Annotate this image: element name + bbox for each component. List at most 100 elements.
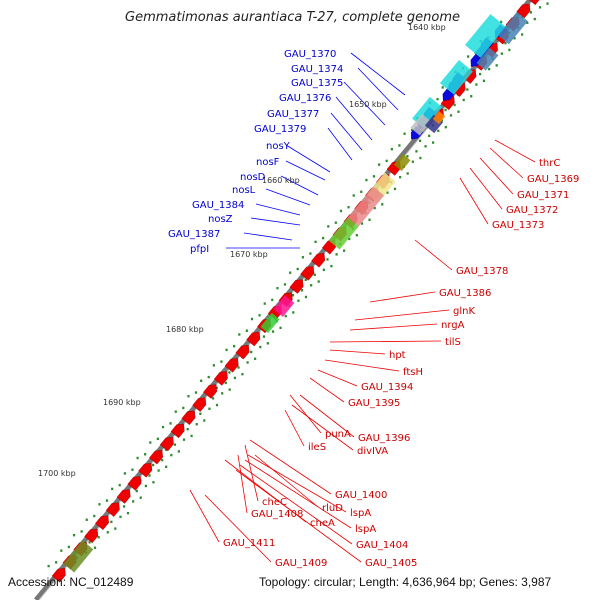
gc-dot bbox=[119, 515, 122, 519]
left-gene-label: GAU_1370 bbox=[284, 49, 336, 60]
forward-gene-arrow-shape bbox=[527, 0, 542, 6]
forward-gene-arrow-shape bbox=[224, 358, 239, 373]
gc-dot bbox=[139, 496, 142, 499]
gc-dot bbox=[462, 98, 465, 102]
left-leader-line bbox=[330, 112, 363, 151]
gc-dot bbox=[304, 278, 307, 282]
gc-dot bbox=[385, 159, 388, 163]
forward-gene-arrow bbox=[138, 463, 153, 478]
right-gene-label: GAU_1408 bbox=[251, 509, 303, 520]
gc-dot bbox=[360, 222, 364, 225]
gc-dot bbox=[289, 271, 292, 274]
gc-dot bbox=[347, 206, 350, 209]
forward-gene-arrow bbox=[289, 279, 304, 294]
gc-dot bbox=[170, 453, 173, 457]
gc-dot bbox=[199, 412, 202, 415]
gc-dot bbox=[233, 376, 236, 380]
left-leader-line bbox=[335, 96, 373, 141]
gene-block-steelblue2 bbox=[476, 47, 499, 71]
gc-dot bbox=[246, 361, 249, 364]
ruler-tick-label: 1680 kbp bbox=[166, 325, 204, 334]
right-leader-line bbox=[349, 323, 438, 331]
gc-dot bbox=[215, 386, 218, 390]
gc-dot bbox=[444, 108, 447, 112]
gc-dot bbox=[301, 256, 304, 259]
gene-block-steelblue-shape bbox=[498, 12, 528, 45]
right-gene-label: GAU_1395 bbox=[348, 398, 400, 409]
right-leader-line bbox=[244, 459, 352, 529]
gc-dot bbox=[393, 187, 397, 191]
gc-dot bbox=[398, 144, 401, 147]
gc-dot bbox=[360, 190, 363, 193]
right-leader-line bbox=[289, 394, 322, 434]
right-leader-line bbox=[254, 454, 319, 508]
gene-block-steelblue bbox=[498, 12, 528, 45]
right-leader-line bbox=[469, 167, 503, 210]
right-leader-line bbox=[237, 454, 248, 514]
gc-dot bbox=[182, 438, 186, 441]
gc-dot bbox=[93, 514, 96, 518]
left-leader-line bbox=[243, 232, 293, 241]
gc-dot bbox=[352, 194, 355, 197]
gc-dot bbox=[300, 289, 304, 292]
gc-dot bbox=[546, 2, 549, 5]
ruler-tick-label: 1660 kbp bbox=[262, 176, 300, 185]
gc-dot bbox=[174, 410, 177, 413]
gc-dot bbox=[207, 375, 210, 379]
gc-dot bbox=[233, 344, 236, 348]
forward-gene-arrow bbox=[127, 476, 142, 491]
gc-dot bbox=[343, 249, 346, 252]
right-gene-label: GAU_1404 bbox=[356, 540, 408, 551]
gc-dot bbox=[373, 206, 376, 210]
gc-dot bbox=[355, 234, 358, 237]
forward-gene-arrow-shape bbox=[127, 476, 142, 491]
gc-dot bbox=[72, 533, 76, 537]
forward-gene-arrow bbox=[51, 568, 66, 583]
gc-dot bbox=[457, 110, 460, 113]
gene-labels: GAU_1370 GAU_1374 GAU_1375 GAU_1376 GAU_1377… bbox=[168, 49, 579, 569]
gene-features bbox=[51, 0, 542, 583]
gc-dot bbox=[372, 175, 376, 178]
forward-gene-arrow-shape bbox=[203, 384, 217, 399]
forward-gene-arrow-shape bbox=[105, 502, 120, 517]
gc-dot bbox=[122, 505, 126, 508]
gc-dot bbox=[495, 64, 498, 67]
gene-block-orange bbox=[432, 111, 446, 125]
gc-dot bbox=[533, 17, 536, 21]
gc-dot bbox=[441, 86, 444, 89]
left-gene-label: nosZ bbox=[208, 214, 233, 225]
forward-gene-arrow-shape bbox=[116, 489, 131, 504]
gc-dot bbox=[406, 155, 409, 158]
gc-dot bbox=[437, 129, 440, 133]
gene-block-olive bbox=[393, 153, 411, 172]
right-leader-line bbox=[494, 139, 536, 163]
forward-gene-arrow bbox=[203, 384, 217, 399]
gc-dot bbox=[520, 33, 524, 36]
gc-dot bbox=[152, 463, 155, 467]
right-gene-label: GAU_1371 bbox=[517, 190, 569, 201]
gc-dot bbox=[262, 335, 266, 338]
right-gene-label: thrC bbox=[539, 158, 560, 169]
gc-dot bbox=[279, 326, 282, 330]
gc-dot bbox=[475, 83, 478, 86]
right-leader-line bbox=[284, 409, 305, 447]
forward-gene-arrow-shape bbox=[213, 371, 228, 386]
forward-gene-arrow bbox=[300, 266, 315, 281]
right-gene-label: GAU_1409 bbox=[275, 558, 327, 569]
right-leader-line bbox=[239, 464, 353, 545]
gene-block-green2 bbox=[260, 312, 280, 334]
left-leader-line bbox=[285, 160, 326, 181]
gc-dot bbox=[156, 437, 159, 441]
gc-dot bbox=[296, 267, 299, 271]
ruler-tick-label: 1670 kbp bbox=[230, 250, 268, 259]
gc-dot bbox=[500, 52, 503, 55]
gc-dot bbox=[200, 379, 203, 382]
gene-block-grey-shape bbox=[410, 113, 432, 136]
gc-dot bbox=[194, 391, 198, 394]
gc-dot bbox=[419, 139, 422, 143]
left-gene-label: GAU_1387 bbox=[168, 229, 220, 240]
gc-dot bbox=[190, 434, 193, 438]
gc-dot bbox=[152, 481, 155, 484]
forward-gene-arrow-shape bbox=[235, 345, 250, 360]
